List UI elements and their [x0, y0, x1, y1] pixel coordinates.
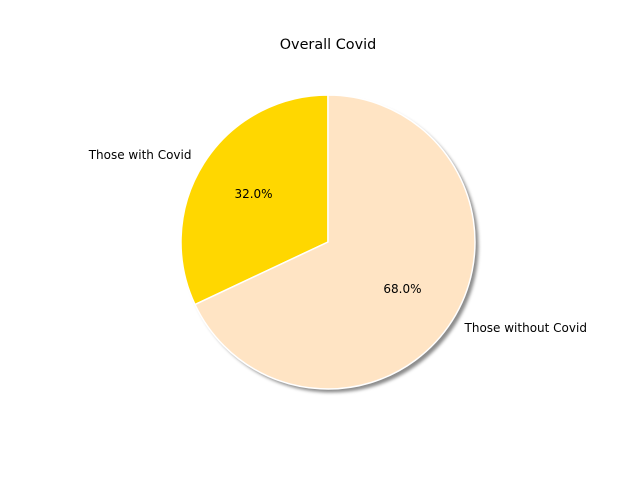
- pie-slice-those-with-covid: [180, 94, 329, 306]
- chart-title: Overall Covid: [280, 37, 377, 53]
- slice-percent-those-without-covid: 68.0%: [383, 282, 421, 296]
- pie-labels: Those with Covid 32.0% Those without Covid…: [88, 148, 587, 335]
- slice-percent-those-with-covid: 32.0%: [234, 187, 272, 201]
- pie-slice-those-without-covid: [194, 94, 476, 390]
- pie-slices: [180, 94, 476, 390]
- slice-label-those-with-covid: Those with Covid: [88, 148, 192, 162]
- slice-label-those-without-covid: Those without Covid: [464, 321, 587, 335]
